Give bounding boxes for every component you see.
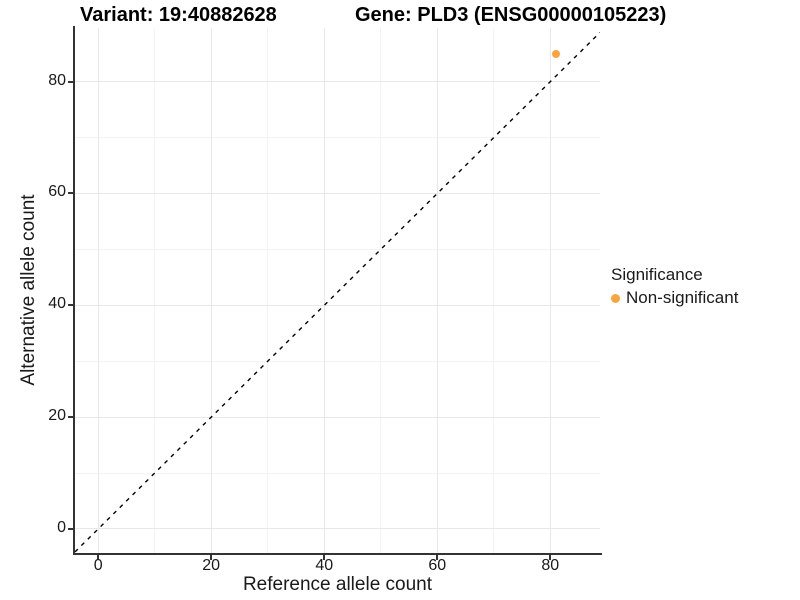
y-tick-label: 0 (57, 518, 66, 536)
x-tick-mark (97, 555, 100, 560)
major-gridline-horizontal (75, 304, 600, 306)
x-tick-label: 40 (315, 557, 334, 574)
major-gridline-horizontal (75, 416, 600, 418)
minor-gridline-horizontal (75, 472, 600, 474)
x-axis-line (73, 553, 602, 555)
minor-gridline-horizontal (75, 248, 600, 250)
y-tick-label: 20 (48, 407, 66, 425)
major-gridline-vertical (323, 28, 325, 553)
y-tick-mark (68, 416, 73, 419)
minor-gridline-horizontal (75, 360, 600, 362)
legend-item-non-significant: Non-significant (611, 288, 738, 308)
legend-item-label: Non-significant (626, 288, 739, 307)
major-gridline-horizontal (75, 528, 600, 530)
major-gridline-horizontal (75, 81, 600, 83)
minor-gridline-vertical (154, 28, 156, 553)
minor-gridline-vertical (267, 28, 269, 553)
x-tick-mark (323, 555, 326, 560)
x-tick-label: 60 (428, 557, 447, 574)
x-tick-label: 80 (541, 557, 560, 574)
legend-dot-icon (611, 293, 620, 303)
y-tick-label: 60 (48, 183, 66, 201)
plot-title-gene: Gene: PLD3 (ENSG00000105223) (355, 4, 667, 26)
y-axis-line (73, 26, 75, 555)
minor-gridline-vertical (493, 28, 495, 553)
x-tick-mark (210, 555, 213, 560)
identity-line (75, 31, 600, 553)
major-gridline-vertical (210, 28, 212, 553)
x-tick-label: 20 (202, 557, 221, 574)
legend-title: Significance (611, 265, 703, 284)
plot-title-variant: Variant: 19:40882628 (80, 4, 277, 26)
y-tick-mark (68, 527, 73, 530)
minor-gridline-vertical (380, 28, 382, 553)
major-gridline-vertical (97, 28, 99, 553)
y-tick-mark (68, 192, 73, 195)
y-tick-label: 80 (48, 71, 66, 89)
data-point (551, 49, 560, 58)
major-gridline-horizontal (75, 192, 600, 194)
major-gridline-vertical (436, 28, 438, 553)
y-tick-mark (68, 80, 73, 83)
x-axis-title: Reference allele count (242, 574, 433, 595)
legend: Significance Non-significant (611, 265, 738, 308)
minor-gridline-horizontal (75, 137, 600, 139)
x-tick-label: 0 (93, 557, 103, 574)
major-gridline-vertical (549, 28, 551, 553)
x-tick-mark (549, 555, 552, 560)
y-tick-label: 40 (48, 295, 66, 313)
x-tick-mark (436, 555, 439, 560)
y-axis-title: Alternative allele count (18, 194, 39, 386)
y-tick-mark (68, 304, 73, 307)
